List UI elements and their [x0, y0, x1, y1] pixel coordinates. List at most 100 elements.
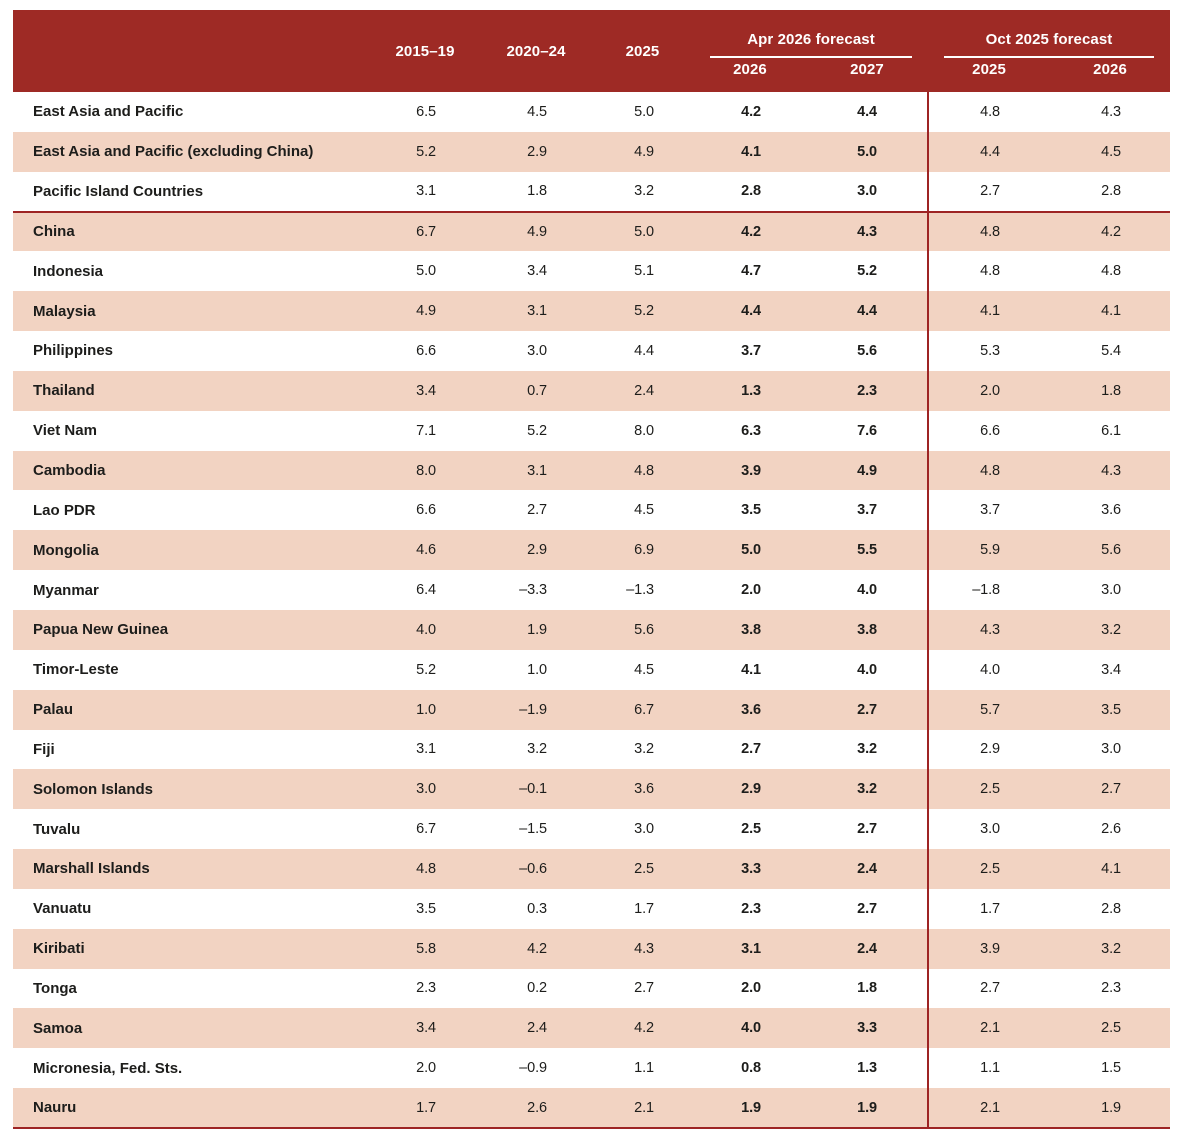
value-cell: 3.0: [1101, 582, 1122, 599]
value-cell: 2.3: [806, 370, 929, 411]
value-cell: 3.6: [591, 769, 694, 810]
row-label: Tonga: [33, 979, 77, 997]
value-cell: 5.3: [927, 331, 1051, 371]
value-cell: 2.7: [806, 689, 929, 730]
value-cell: 4.1: [741, 661, 761, 678]
value-cell: 1.1: [634, 1060, 654, 1077]
growth-forecast-table: 2015–19 2020–24 2025 Apr 2026 forecast O…: [13, 10, 1171, 1129]
value-cell: 3.3: [694, 849, 806, 889]
value-cell: 4.4: [927, 131, 1051, 172]
value-cell: –0.1: [481, 769, 591, 810]
value-cell: 3.5: [416, 900, 436, 917]
value-cell: 8.0: [634, 422, 654, 439]
row-label: Palau: [13, 689, 369, 730]
value-cell: 4.4: [806, 291, 929, 332]
value-cell: 5.6: [857, 342, 878, 359]
value-cell: 5.6: [1050, 530, 1171, 571]
value-cell: 2.0: [927, 370, 1051, 411]
value-cell: 2.5: [927, 769, 1051, 810]
value-cell: 1.0: [369, 689, 481, 730]
row-label: China: [13, 210, 369, 252]
value-cell: 0.3: [527, 900, 547, 917]
value-cell: 4.3: [1050, 450, 1171, 491]
value-cell: 4.2: [694, 210, 806, 252]
value-cell: 5.8: [369, 928, 481, 969]
value-cell: –0.6: [481, 849, 591, 889]
value-cell: 2.4: [806, 928, 929, 969]
value-cell: 5.2: [591, 291, 694, 332]
value-cell: 3.4: [369, 370, 481, 411]
value-cell: 3.2: [806, 769, 929, 810]
value-cell: 3.0: [857, 183, 878, 200]
value-cell: 3.4: [527, 263, 547, 280]
value-cell: 3.7: [741, 342, 761, 359]
value-cell: 4.8: [927, 92, 1051, 132]
value-cell: 8.0: [369, 450, 481, 491]
value-cell: 2.8: [741, 183, 761, 200]
value-cell: 2.7: [857, 821, 878, 838]
value-cell: 3.8: [806, 609, 929, 650]
value-cell: 3.2: [1050, 609, 1171, 650]
value-cell: 4.5: [1050, 131, 1171, 172]
value-cell: 5.2: [857, 263, 878, 280]
value-cell: 2.5: [741, 821, 761, 838]
group-header-oct-2025-forecast: Oct 2025 forecast: [928, 10, 1171, 58]
value-cell: 3.1: [694, 928, 806, 969]
row-label: Philippines: [33, 342, 114, 360]
corner-cell: [13, 10, 369, 92]
value-cell: 3.2: [857, 741, 878, 758]
table-row: Marshall Islands 4.8 –0.6 2.5 3.3 2.4 2.5 4.1: [13, 849, 1171, 889]
value-cell: 3.6: [1101, 502, 1122, 519]
table-row: Tonga 2.3 0.2 2.7 2.0 1.8 2.7 2.3: [13, 968, 1170, 1009]
value-cell: 5.0: [591, 210, 694, 252]
value-cell: 1.7: [634, 900, 654, 917]
value-cell: 4.5: [634, 502, 654, 519]
value-cell: 4.0: [694, 1008, 806, 1049]
col-header-2020-24: 2020–24: [481, 10, 591, 92]
value-cell: 4.1: [927, 291, 1051, 332]
col-header-oct-2026: 2026: [1050, 58, 1171, 92]
value-cell: 6.7: [369, 210, 481, 252]
value-cell: 3.6: [694, 689, 806, 730]
row-label: Indonesia: [33, 262, 104, 280]
table-row: Nauru 1.7 2.6 2.1 1.9 1.9 2.1 1.9: [13, 1088, 1171, 1129]
row-label: Micronesia, Fed. Sts.: [33, 1059, 183, 1077]
value-cell: 4.5: [634, 661, 654, 678]
value-cell: 4.4: [857, 103, 878, 120]
value-cell: 1.7: [369, 1088, 481, 1129]
table-row: Lao PDR 6.6 2.7 4.5 3.5 3.7 3.7 3.6: [13, 490, 1170, 531]
group-title-apr: Apr 2026 forecast: [710, 31, 913, 58]
value-cell: 2.9: [694, 769, 806, 810]
table-row: Timor-Leste 5.2 1.0 4.5 4.1 4.0 4.0 3.4: [13, 649, 1170, 690]
value-cell: 6.6: [416, 502, 436, 519]
value-cell: 4.4: [634, 342, 654, 359]
value-cell: 3.0: [1101, 741, 1122, 758]
table-row: Malaysia 4.9 3.1 5.2 4.4 4.4 4.1 4.1: [13, 291, 1171, 332]
value-cell: 3.0: [927, 809, 1051, 850]
value-cell: 4.8: [927, 450, 1051, 491]
value-cell: 4.4: [694, 291, 806, 332]
value-cell: 3.7: [927, 490, 1051, 531]
col-header-apr-2027: 2027: [806, 58, 929, 92]
value-cell: 4.0: [857, 661, 878, 678]
value-cell: 2.7: [634, 980, 654, 997]
value-cell: 4.2: [1050, 210, 1171, 252]
row-label: Lao PDR: [33, 501, 96, 519]
value-cell: 4.8: [1101, 263, 1122, 280]
value-cell: 4.2: [591, 1008, 694, 1049]
value-cell: 5.2: [369, 131, 481, 172]
value-cell: 6.1: [1101, 422, 1122, 439]
table-row: Pacific Island Countries 3.1 1.8 3.2 2.8 3.0…: [13, 171, 1170, 212]
value-cell: 2.7: [857, 900, 878, 917]
col-header-2015-19: 2015–19: [369, 10, 481, 92]
value-cell: 3.3: [806, 1008, 929, 1049]
value-cell: 5.9: [927, 530, 1051, 571]
value-cell: 2.7: [927, 171, 1051, 212]
value-cell: 6.6: [416, 342, 436, 359]
value-cell: –3.3: [519, 582, 547, 599]
value-cell: 4.6: [369, 530, 481, 571]
col-header-apr-2026: 2026: [694, 58, 806, 92]
value-cell: 3.7: [857, 502, 878, 519]
value-cell: 6.7: [416, 821, 436, 838]
value-cell: 2.7: [927, 968, 1051, 1009]
